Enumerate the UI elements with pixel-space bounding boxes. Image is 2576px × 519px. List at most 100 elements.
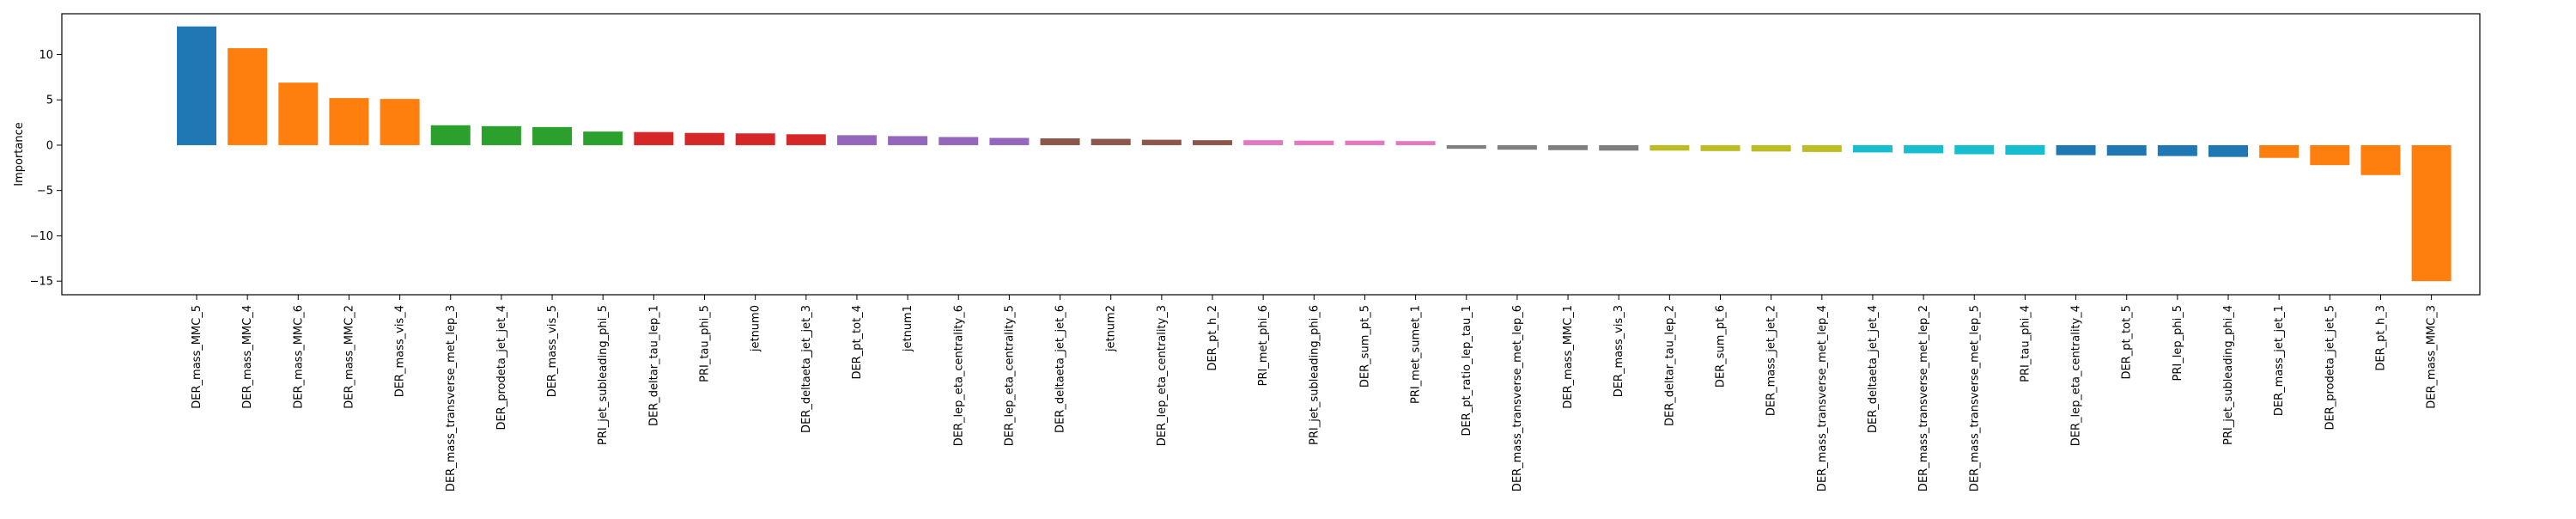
x-tick-label-PRI_met_phi_6: PRI_met_phi_6 xyxy=(1257,305,1270,386)
x-tick-label-DER_sum_pt_5: DER_sum_pt_5 xyxy=(1358,305,1371,388)
y-tick-label: −5 xyxy=(37,185,53,198)
y-axis-label: Importance xyxy=(13,122,26,186)
x-tick-label-PRI_tau_phi_4: PRI_tau_phi_4 xyxy=(2019,305,2032,382)
bar-DER_deltaeta_jet_jet_3 xyxy=(786,134,826,145)
bar-DER_mass_vis_5 xyxy=(532,126,573,145)
bar-DER_mass_jet_jet_2 xyxy=(1751,144,1791,152)
bar-DER_pt_h_3 xyxy=(2360,144,2401,175)
bar-DER_deltar_tau_lep_1 xyxy=(634,131,674,145)
bar-DER_lep_eta_centrality_5 xyxy=(989,137,1030,145)
x-tick-label-PRI_met_sumet_1: PRI_met_sumet_1 xyxy=(1410,305,1423,404)
x-tick-label-DER_mass_transverse_met_lep_2: DER_mass_transverse_met_lep_2 xyxy=(1917,305,1930,492)
x-tick-label-DER_mass_MMC_2: DER_mass_MMC_2 xyxy=(343,305,355,409)
bar-DER_mass_MMC_5 xyxy=(177,26,216,145)
bar-DER_mass_MMC_1 xyxy=(1548,144,1589,150)
bar-DER_sum_pt_6 xyxy=(1700,144,1741,151)
x-tick-label-DER_pt_ratio_lep_tau_1: DER_pt_ratio_lep_tau_1 xyxy=(1461,305,1473,437)
bar-DER_mass_MMC_4 xyxy=(228,48,268,145)
bar-PRI_jet_subleading_phi_4 xyxy=(2208,144,2248,157)
x-tick-label-DER_deltaeta_jet_jet_3: DER_deltaeta_jet_jet_3 xyxy=(800,305,813,433)
x-tick-label-PRI_jet_subleading_phi_6: PRI_jet_subleading_phi_6 xyxy=(1308,305,1321,445)
y-tick-label: −10 xyxy=(30,230,53,243)
bars-layer xyxy=(177,26,2451,282)
x-tick-label-DER_mass_transverse_met_lep_4: DER_mass_transverse_met_lep_4 xyxy=(1816,305,1829,492)
x-tick-label-DER_sum_pt_6: DER_sum_pt_6 xyxy=(1715,305,1728,388)
plot-frame xyxy=(61,13,2481,296)
y-tick-label: −15 xyxy=(30,276,53,289)
bar-DER_prodeta_jet_jet_4 xyxy=(481,125,521,145)
bar-PRI_met_phi_6 xyxy=(1243,140,1284,145)
bar-DER_lep_eta_centrality_3 xyxy=(1141,139,1182,145)
x-tick-label-DER_mass_MMC_4: DER_mass_MMC_4 xyxy=(241,305,254,409)
bar-DER_mass_jet_jet_1 xyxy=(2259,144,2300,158)
x-tick-label-DER_mass_transverse_met_lep_3: DER_mass_transverse_met_lep_3 xyxy=(445,305,458,492)
x-tick-label-DER_deltaeta_jet_jet_4: DER_deltaeta_jet_jet_4 xyxy=(1867,305,1880,433)
bar-jetnum2 xyxy=(1091,138,1131,145)
bar-DER_mass_MMC_3 xyxy=(2411,144,2451,282)
bar-DER_deltaeta_jet_jet_4 xyxy=(1852,144,1893,153)
x-tick-label-DER_lep_eta_centrality_6: DER_lep_eta_centrality_6 xyxy=(952,305,965,446)
x-tick-label-DER_pt_tot_5: DER_pt_tot_5 xyxy=(2121,305,2134,380)
x-tick-label-DER_mass_vis_4: DER_mass_vis_4 xyxy=(394,305,407,397)
bar-DER_mass_vis_4 xyxy=(380,99,420,145)
bar-jetnum1 xyxy=(888,136,928,145)
x-tick-label-DER_deltar_tau_lep_2: DER_deltar_tau_lep_2 xyxy=(1663,305,1676,426)
x-tick-label-DER_mass_MMC_1: DER_mass_MMC_1 xyxy=(1562,305,1575,409)
y-tick-label: 5 xyxy=(46,95,53,107)
bar-DER_pt_tot_4 xyxy=(836,135,877,145)
bar-DER_sum_pt_5 xyxy=(1345,140,1385,145)
x-tick-label-DER_mass_vis_5: DER_mass_vis_5 xyxy=(546,305,559,397)
x-tick-label-DER_mass_jet_jet_1: DER_mass_jet_jet_1 xyxy=(2273,305,2286,416)
bar-DER_mass_transverse_met_lep_5 xyxy=(1954,144,1995,155)
bar-PRI_jet_subleading_phi_6 xyxy=(1294,140,1334,145)
x-tick-label-jetnum2: jetnum2 xyxy=(1105,305,1118,352)
x-tick-label-DER_lep_eta_centrality_5: DER_lep_eta_centrality_5 xyxy=(1003,305,1016,446)
bar-DER_mass_transverse_met_lep_2 xyxy=(1904,144,1944,154)
y-tick-label: 10 xyxy=(39,49,53,62)
x-tick-label-DER_lep_eta_centrality_4: DER_lep_eta_centrality_4 xyxy=(2070,305,2083,446)
bar-PRI_tau_phi_5 xyxy=(684,132,725,145)
x-tick-label-DER_mass_jet_jet_2: DER_mass_jet_jet_2 xyxy=(1765,305,1778,416)
bar-DER_pt_h_2 xyxy=(1193,140,1232,145)
x-tick-label-jetnum0: jetnum0 xyxy=(750,305,762,352)
x-tick-label-PRI_jet_subleading_phi_5: PRI_jet_subleading_phi_5 xyxy=(597,305,610,445)
x-tick-label-DER_pt_tot_4: DER_pt_tot_4 xyxy=(851,305,864,380)
x-tick-label-DER_pt_h_3: DER_pt_h_3 xyxy=(2374,305,2387,371)
x-tick-label-DER_deltaeta_jet_jet_6: DER_deltaeta_jet_jet_6 xyxy=(1054,305,1067,433)
bar-DER_pt_ratio_lep_tau_1 xyxy=(1446,144,1486,150)
x-tick-label-DER_mass_MMC_6: DER_mass_MMC_6 xyxy=(292,305,305,409)
bar-PRI_jet_subleading_phi_5 xyxy=(583,131,623,145)
x-tick-label-PRI_tau_phi_5: PRI_tau_phi_5 xyxy=(699,305,712,382)
bar-jetnum0 xyxy=(735,133,775,145)
bar-DER_mass_transverse_met_lep_3 xyxy=(430,125,471,145)
x-tick-label-DER_prodeta_jet_jet_4: DER_prodeta_jet_jet_4 xyxy=(495,305,508,430)
y-axis: −15 −10 −5 0 5 10 xyxy=(30,49,62,289)
bar-DER_mass_MMC_2 xyxy=(329,98,369,145)
bar-DER_mass_transverse_met_lep_4 xyxy=(1801,144,1842,152)
x-tick-label-DER_deltar_tau_lep_1: DER_deltar_tau_lep_1 xyxy=(647,305,660,426)
x-tick-label-PRI_lep_phi_5: PRI_lep_phi_5 xyxy=(2172,305,2184,381)
bar-PRI_met_sumet_1 xyxy=(1395,141,1436,145)
bar-DER_pt_tot_5 xyxy=(2106,144,2147,156)
x-tick-label-jetnum1: jetnum1 xyxy=(902,305,914,352)
x-tick-label-DER_mass_transverse_met_lep_6: DER_mass_transverse_met_lep_6 xyxy=(1511,305,1524,492)
x-tick-label-DER_mass_MMC_5: DER_mass_MMC_5 xyxy=(191,305,204,409)
bar-DER_mass_vis_3 xyxy=(1599,144,1639,151)
bar-DER_deltaeta_jet_jet_6 xyxy=(1040,138,1080,145)
x-tick-label-DER_pt_h_2: DER_pt_h_2 xyxy=(1206,305,1219,371)
x-tick-label-DER_mass_transverse_met_lep_5: DER_mass_transverse_met_lep_5 xyxy=(1968,305,1981,492)
bar-DER_prodeta_jet_jet_5 xyxy=(2310,144,2350,166)
x-tick-label-DER_prodeta_jet_jet_5: DER_prodeta_jet_jet_5 xyxy=(2324,305,2336,430)
x-tick-label-DER_lep_eta_centrality_3: DER_lep_eta_centrality_3 xyxy=(1156,305,1169,446)
bar-DER_mass_MMC_6 xyxy=(278,82,319,145)
bar-PRI_lep_phi_5 xyxy=(2157,144,2197,156)
bar-DER_lep_eta_centrality_6 xyxy=(939,137,979,145)
x-tick-label-DER_mass_vis_3: DER_mass_vis_3 xyxy=(1613,305,1625,397)
bar-PRI_tau_phi_4 xyxy=(2005,144,2045,156)
x-tick-label-PRI_jet_subleading_phi_4: PRI_jet_subleading_phi_4 xyxy=(2222,305,2235,445)
bar-DER_mass_transverse_met_lep_6 xyxy=(1497,144,1537,150)
y-tick-label: 0 xyxy=(46,139,53,152)
bar-DER_deltar_tau_lep_2 xyxy=(1649,144,1690,151)
